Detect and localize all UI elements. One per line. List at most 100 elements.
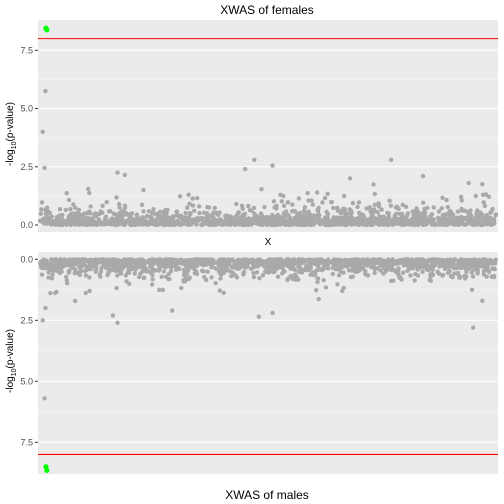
data-point [473,193,478,199]
data-point [60,222,65,228]
data-point [338,221,343,226]
data-point [409,264,414,269]
data-point [349,258,355,263]
data-point [241,269,247,275]
data-point [212,218,217,224]
data-point [51,219,57,224]
data-point [420,215,425,220]
data-point [300,222,305,228]
data-point [289,273,294,279]
data-point [367,220,373,225]
data-point [184,272,189,277]
data-point [314,288,319,293]
top-x-axis-label: X [265,237,272,248]
data-point [363,269,368,274]
data-point [356,200,362,205]
data-point [429,212,435,217]
data-point [284,260,289,266]
data-point [274,206,279,211]
data-point [315,279,320,285]
data-point [325,215,330,220]
data-point [461,264,467,270]
data-point [257,276,262,281]
data-point [186,276,191,282]
data-point [88,211,93,216]
notable-point [43,88,48,94]
data-point [401,221,406,226]
data-point [388,278,394,284]
data-point [310,202,316,207]
data-point [50,272,55,277]
data-point [258,217,264,223]
data-point [153,222,158,227]
data-point [331,217,336,222]
data-point [340,288,345,294]
notable-point [270,163,275,168]
data-point [356,269,361,274]
data-point [378,268,383,273]
data-point [58,267,64,272]
data-point [324,209,329,214]
data-point [106,270,111,275]
data-point [127,257,133,262]
data-point [410,209,415,214]
data-point [372,270,377,276]
data-point [225,268,230,273]
data-point [211,259,216,264]
data-point [197,204,202,209]
data-point [217,288,222,293]
data-point [157,287,162,292]
data-point [87,222,93,227]
data-point [110,262,116,267]
data-point [464,274,469,279]
data-point [395,258,400,263]
data-point [87,275,92,280]
data-point [287,216,292,221]
bottom-chart-title: XWAS of males [225,488,309,502]
data-point [429,271,435,277]
data-point [232,222,238,227]
data-point [448,274,454,279]
data-point [481,200,486,205]
data-point [49,276,55,281]
data-point [141,187,146,193]
notable-point [115,320,120,325]
data-point [384,265,390,270]
data-point [280,263,285,268]
data-point [182,217,188,222]
data-point [460,217,465,222]
data-point [175,213,180,218]
data-point [325,220,331,226]
data-point [372,202,377,207]
data-point [266,218,271,223]
data-point [39,272,45,277]
data-point [489,261,495,266]
data-point [258,257,263,263]
y-tick-label: 2.5 [20,315,33,325]
data-point [177,194,183,199]
data-point [153,218,158,223]
data-point [124,279,129,284]
data-point [388,203,394,208]
data-point [414,206,419,211]
data-point [436,209,442,214]
data-point [440,195,445,200]
data-point [76,207,82,213]
data-point [66,270,72,275]
data-point [117,205,122,210]
data-point [230,270,236,275]
bottom-y-ticks: 0.0 2.5 5.0 7.5 [20,254,38,447]
data-point [128,222,133,228]
data-point [87,288,92,294]
data-point [92,222,97,227]
data-point [225,258,230,264]
data-point [185,205,190,210]
notable-point [480,182,485,187]
data-point [271,257,277,262]
bottom-y-axis-label: -log10(p-value) [5,329,18,393]
data-point [42,265,48,271]
data-point [376,204,382,209]
y-tick-label: 5.0 [20,376,33,386]
data-point [377,214,382,219]
data-point [400,202,405,207]
